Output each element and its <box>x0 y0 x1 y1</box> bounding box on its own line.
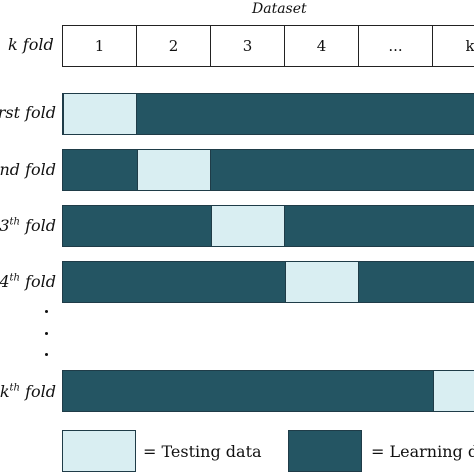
dataset-cell-ellipsis: ... <box>359 26 433 66</box>
dataset-cell-3: 3 <box>211 26 285 66</box>
fold-label-3-suffix-sup: th <box>9 216 20 228</box>
fold-label-2: nd fold <box>0 160 56 179</box>
testing-segment-2 <box>137 150 211 190</box>
testing-segment-k <box>433 371 474 411</box>
dot-3 <box>44 353 48 356</box>
dataset-cell-4: 4 <box>285 26 359 66</box>
dataset-title: Dataset <box>252 1 307 17</box>
dataset-cell-k: k <box>465 37 474 55</box>
testing-segment-4 <box>285 262 359 302</box>
fold-label-k-suffix-sup: th <box>9 382 20 394</box>
fold-bar-2 <box>62 149 474 191</box>
learning-legend-label: = Learning da <box>371 442 474 461</box>
fold-label-1: rst fold <box>0 103 56 122</box>
fold-label-4-number: 4 <box>0 272 10 291</box>
testing-segment-3 <box>211 206 285 246</box>
fold-bar-k <box>62 370 474 412</box>
fold-label-4-suffix-sup: th <box>9 272 20 284</box>
fold-label-3-number: 3 <box>0 216 10 235</box>
fold-label-3-suffix: fold <box>20 216 56 235</box>
ellipsis-dots <box>42 310 50 356</box>
fold-label-k-suffix: fold <box>20 382 56 401</box>
dot-2 <box>44 331 48 335</box>
dot-1 <box>44 310 48 313</box>
dataset-cell-2: 2 <box>137 26 211 66</box>
learning-legend-swatch <box>288 430 362 472</box>
fold-label-3: 3th fold <box>0 216 56 235</box>
fold-bar-1 <box>62 93 474 135</box>
fold-label-k-letter: k <box>0 382 10 401</box>
testing-segment-1 <box>63 94 137 134</box>
fold-label-4: 4th fold <box>0 272 56 291</box>
dataset-row: 1 2 3 4 ... k <box>62 25 474 67</box>
testing-legend-label: = Testing data <box>143 442 262 461</box>
fold-label-4-suffix: fold <box>20 272 56 291</box>
fold-bar-4 <box>62 261 474 303</box>
fold-label-1-text: rst fold <box>0 103 56 122</box>
fold-label-k: kth fold <box>0 382 56 401</box>
fold-label-2-text: nd fold <box>0 160 56 179</box>
testing-legend-swatch <box>62 430 136 472</box>
k-fold-label: k fold <box>8 35 54 54</box>
dataset-cell-1: 1 <box>63 26 137 66</box>
fold-bar-3 <box>62 205 474 247</box>
